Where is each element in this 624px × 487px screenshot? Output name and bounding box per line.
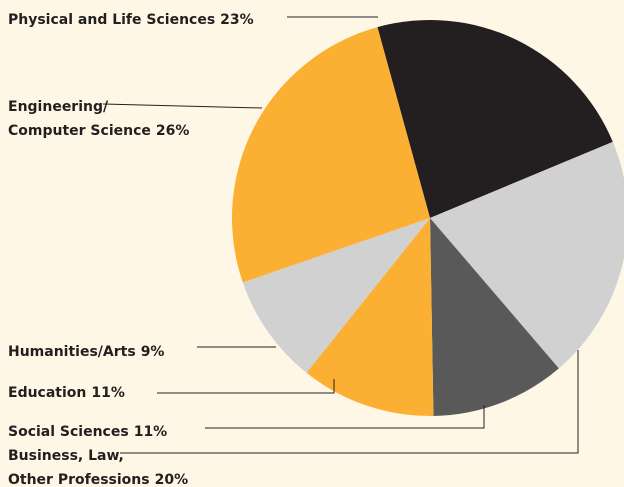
leader-line	[120, 350, 579, 454]
category-label: Social Sciences	[8, 424, 129, 440]
pie-slice	[231, 27, 430, 283]
value-label: 9%	[141, 344, 165, 360]
value-label: 11%	[134, 424, 168, 440]
category-label: Physical and Life Sciences	[8, 12, 215, 28]
category-label: Business, Law,	[8, 448, 124, 464]
category-label: Education	[8, 385, 86, 401]
category-label: Computer Science	[8, 123, 151, 139]
slice-label: Humanities/Arts 9%	[8, 344, 164, 360]
leader-line	[157, 379, 335, 394]
pie-slice	[377, 20, 613, 219]
leader-line	[102, 103, 263, 109]
category-label: Engineering/	[8, 99, 109, 115]
slice-label: Other Professions 20%	[8, 472, 188, 487]
slice-label: Education 11%	[8, 385, 125, 401]
value-label: 20%	[155, 472, 189, 487]
value-label: 26%	[156, 123, 190, 139]
slice-label: Computer Science 26%	[8, 123, 189, 139]
value-label: 23%	[220, 12, 254, 28]
pie-slice	[430, 141, 624, 369]
slice-label: Engineering/	[8, 99, 109, 115]
category-label: Humanities/Arts	[8, 344, 136, 360]
category-label: Other Professions	[8, 472, 150, 487]
pie-slice	[430, 218, 559, 416]
slice-label: Social Sciences 11%	[8, 424, 167, 440]
pie-slice	[242, 218, 430, 373]
leader-line	[205, 405, 485, 429]
slice-label: Business, Law,	[8, 448, 124, 464]
pie-slice	[306, 218, 434, 416]
slice-label: Physical and Life Sciences 23%	[8, 12, 254, 28]
value-label: 11%	[91, 385, 125, 401]
